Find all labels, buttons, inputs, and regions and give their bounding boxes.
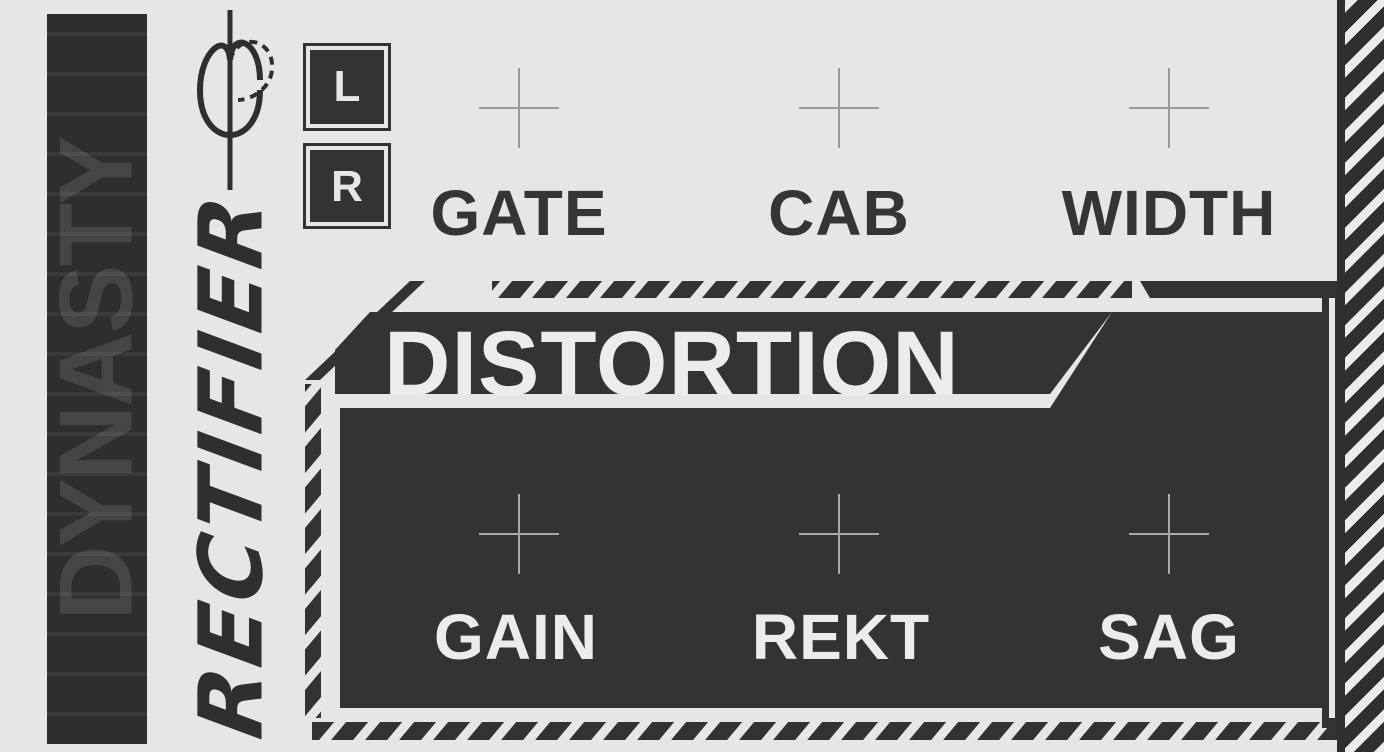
sag-knob[interactable] [1129,494,1209,574]
gain-label: GAIN [434,601,598,673]
gain-knob[interactable] [479,494,559,574]
cab-knob[interactable] [799,68,879,148]
width-knob[interactable] [1129,68,1209,148]
gate-label: GATE [430,177,608,249]
sag-label: SAG [1098,601,1240,673]
rekt-label: REKT [751,601,931,673]
gate-knob[interactable] [479,68,559,148]
channel-left-button[interactable]: L [303,43,391,131]
width-label: WIDTH [1061,177,1277,249]
rectifier-wave-icon [197,10,275,190]
rekt-knob[interactable] [799,494,879,574]
channel-right-button[interactable]: R [303,143,391,229]
distortion-title: DISTORTION [384,313,960,415]
cab-label: CAB [768,177,910,249]
hazard-stripes [1345,0,1384,752]
brand-vertical-bar: DYNASTY [39,14,155,744]
hazard-strip [1337,0,1384,752]
